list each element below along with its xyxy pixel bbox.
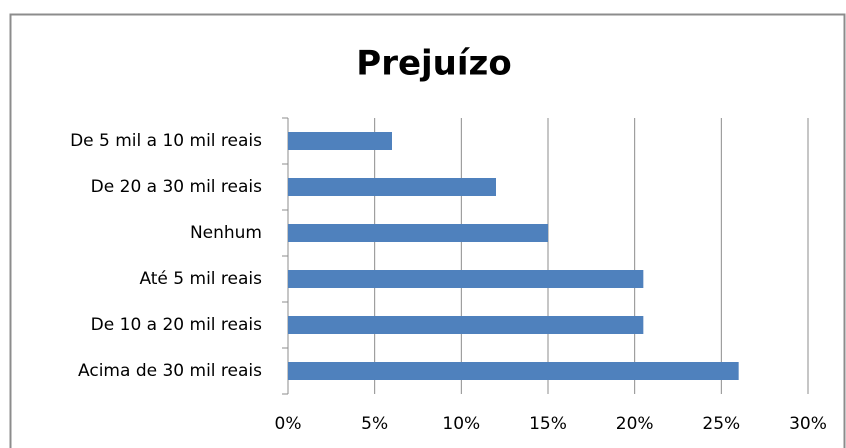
x-tick-label: 0%: [275, 414, 302, 434]
bar: [288, 224, 548, 242]
x-tick-label: 30%: [789, 414, 827, 434]
y-tick-label: De 5 mil a 10 mil reais: [70, 131, 262, 151]
y-tick-label: Acima de 30 mil reais: [78, 361, 262, 381]
bar: [288, 132, 392, 150]
y-tick-label: Nenhum: [190, 223, 262, 243]
y-tick-label: Até 5 mil reais: [139, 269, 262, 289]
bar: [288, 362, 739, 380]
x-tick-label: 25%: [702, 414, 740, 434]
x-tick-label: 5%: [361, 414, 388, 434]
bar: [288, 316, 644, 334]
bar: [288, 270, 644, 288]
chart-title: Prejuízo: [356, 44, 511, 84]
y-tick-label: De 20 a 30 mil reais: [91, 177, 262, 197]
bar: [288, 178, 496, 196]
x-tick-label: 20%: [616, 414, 654, 434]
x-tick-label: 15%: [529, 414, 567, 434]
y-tick-label: De 10 a 20 mil reais: [91, 315, 262, 335]
x-tick-label: 10%: [442, 414, 480, 434]
